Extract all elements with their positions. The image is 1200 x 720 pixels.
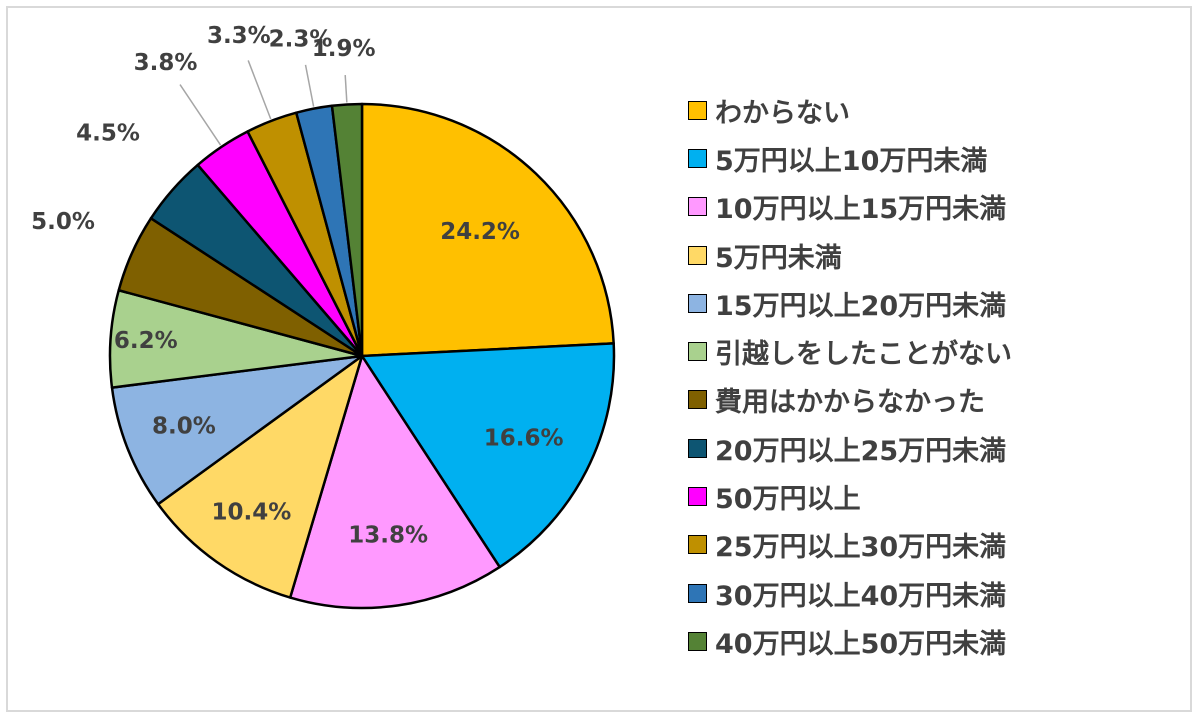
slice-value-label: 2.3% [269,26,333,52]
leader-line [344,75,348,103]
legend: わからない 5万円以上10万円未満 10万円以上15万円未満 5万円未満 15万円以上2… [688,86,1012,666]
legend-swatch [688,631,707,651]
slice-value-label: 8.0% [152,414,216,440]
legend-item: 40万円以上50万円未満 [688,617,1012,665]
slice-value-label: 3.3% [207,23,271,49]
legend-item: 5万円未満 [688,231,1012,279]
legend-label: 40万円以上50万円未満 [715,628,1007,660]
slice-value-label: 3.8% [134,50,198,76]
legend-label: 5万円以上10万円未満 [715,145,988,177]
legend-swatch [688,438,707,458]
legend-label: 5万円未満 [715,242,842,274]
slice-value-label: 1.9% [312,36,376,62]
legend-item: わからない [688,86,1012,134]
leader-line [179,84,222,146]
slice-value-label: 16.6% [484,425,564,451]
pie-slice [156,354,364,599]
legend-swatch [688,342,707,362]
pie-slice [110,354,364,506]
legend-item: 15万円以上20万円未満 [688,279,1012,327]
leader-line [304,64,315,107]
legend-label: 費用はかからなかった [715,387,985,419]
legend-swatch [688,148,707,168]
legend-label: 30万円以上40万円未満 [715,580,1007,612]
pie-slices [108,102,616,610]
legend-item: 5万円以上10万円未満 [688,134,1012,182]
slice-value-label: 13.8% [348,523,428,549]
legend-item: 費用はかからなかった [688,376,1012,424]
legend-label: 50万円以上 [715,484,861,516]
data-labels: 24.2% 16.6% 13.8% 10.4% 8.0% 6.2% 5.0% 4.5% 3.8%… [31,23,563,548]
legend-swatch [688,293,707,313]
legend-item: 20万円以上25万円未満 [688,424,1012,472]
legend-item: 10万円以上15万円未満 [688,183,1012,231]
slice-value-label: 5.0% [31,209,95,235]
legend-swatch [688,197,707,217]
legend-swatch [688,245,707,265]
slice-value-label: 6.2% [114,328,178,354]
slice-value-label: 4.5% [76,120,140,146]
legend-label: 20万円以上25万円未満 [715,435,1007,467]
legend-swatch [688,583,707,603]
legend-swatch [688,535,707,555]
leader-lines [179,60,348,146]
legend-label: 25万円以上30万円未満 [715,532,1007,564]
legend-swatch [688,390,707,410]
pie-slice [330,102,364,358]
legend-label: 15万円以上20万円未満 [715,290,1007,322]
slice-value-label: 24.2% [440,219,520,245]
leader-line [247,60,272,120]
legend-item: 引越しをしたことがない [688,327,1012,375]
legend-item: 25万円以上30万円未満 [688,521,1012,569]
legend-label: わからない [715,97,850,129]
pie-slice [360,342,616,569]
slice-value-label: 10.4% [211,499,291,525]
legend-item: 30万円以上40万円未満 [688,569,1012,617]
pie-slice [360,102,615,358]
legend-label: 10万円以上15万円未満 [715,194,1007,226]
legend-label: 引越しをしたことがない [715,339,1012,371]
legend-item: 50万円以上 [688,472,1012,520]
legend-swatch [688,487,707,507]
legend-swatch [688,100,707,120]
pie-slice [288,354,501,610]
